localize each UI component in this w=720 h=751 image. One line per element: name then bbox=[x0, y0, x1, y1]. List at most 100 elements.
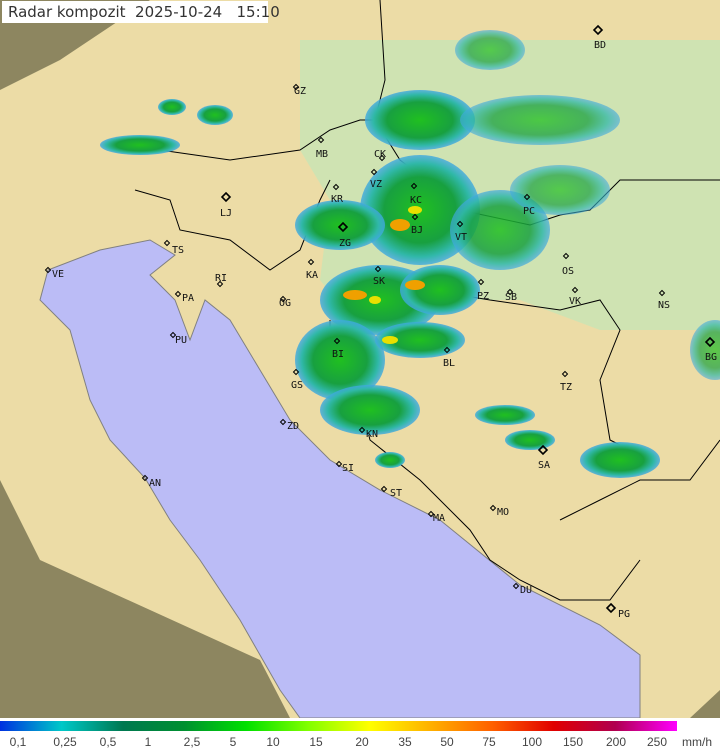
city-marker-icon bbox=[605, 602, 617, 614]
city-marker-icon bbox=[378, 154, 386, 162]
city-marker-icon bbox=[427, 510, 435, 518]
city-label: KC bbox=[410, 195, 422, 206]
city-marker-icon bbox=[141, 474, 149, 482]
city-mb: MB bbox=[316, 136, 328, 160]
map-title: Radar kompozit 2025-10-24 15:10 bbox=[2, 1, 280, 23]
city-marker-icon bbox=[537, 444, 549, 456]
city-label: CK bbox=[374, 149, 386, 160]
precipitation-echoes bbox=[100, 30, 720, 478]
city-pu: PU bbox=[169, 331, 187, 346]
legend-label: 5 bbox=[229, 735, 237, 749]
city-label: GS bbox=[291, 380, 303, 391]
city-ka: KA bbox=[306, 258, 318, 281]
city-label: LJ bbox=[220, 208, 232, 219]
city-marker-icon bbox=[307, 258, 315, 266]
city-vt: VT bbox=[455, 220, 467, 243]
city-ve: VE bbox=[44, 266, 64, 280]
city-marker-icon bbox=[704, 336, 716, 348]
city-label: AN bbox=[149, 478, 161, 489]
city-label: MO bbox=[497, 507, 509, 518]
city-marker-icon bbox=[374, 265, 382, 273]
city-ck: CK bbox=[374, 149, 386, 162]
city-label: KN bbox=[366, 429, 378, 440]
city-markers: BD GZ MB CK VZ KR KC LJ ZG BJ VT PC TS VE SK KA OS RI PA OG… bbox=[44, 24, 717, 620]
city-og: OG bbox=[279, 295, 291, 309]
city-bl: BL bbox=[443, 346, 455, 369]
city-sa: SA bbox=[537, 444, 550, 471]
city-marker-icon bbox=[333, 337, 341, 345]
city-label: PZ bbox=[477, 291, 489, 302]
city-label: ZG bbox=[339, 238, 351, 249]
city-kn: KN bbox=[358, 426, 378, 440]
city-os: OS bbox=[562, 252, 574, 277]
city-label: ST bbox=[390, 488, 402, 499]
legend-label: 2,5 bbox=[183, 735, 201, 749]
city-ts: TS bbox=[163, 239, 184, 256]
city-marker-icon bbox=[561, 370, 569, 378]
city-marker-icon bbox=[380, 485, 388, 493]
city-marker-icon bbox=[370, 168, 378, 176]
city-marker-icon bbox=[562, 252, 570, 260]
city-marker-icon bbox=[411, 213, 419, 221]
city-label: OS bbox=[562, 266, 574, 277]
legend-label: 50 bbox=[440, 735, 454, 749]
city-label: DU bbox=[520, 585, 532, 596]
city-ns: NS bbox=[658, 289, 670, 311]
city-marker-icon bbox=[477, 278, 485, 286]
city-label: PU bbox=[175, 335, 187, 346]
legend-label: 0,25 bbox=[53, 735, 77, 749]
legend-label: 15 bbox=[309, 735, 323, 749]
city-marker-icon bbox=[332, 183, 340, 191]
city-label: NS bbox=[658, 300, 670, 311]
legend-label: 100 bbox=[521, 735, 543, 749]
city-zd: ZD bbox=[279, 418, 299, 432]
city-marker-icon bbox=[169, 331, 177, 339]
city-label: BD bbox=[594, 40, 606, 51]
legend-label: 150 bbox=[562, 735, 584, 749]
city-st: ST bbox=[380, 485, 402, 499]
city-label: BI bbox=[332, 349, 344, 360]
city-gz: GZ bbox=[292, 83, 306, 97]
city-marker-icon bbox=[279, 418, 287, 426]
city-marker-icon bbox=[163, 239, 171, 247]
city-zg: ZG bbox=[337, 221, 351, 249]
city-label: VE bbox=[52, 269, 64, 280]
legend-label: 35 bbox=[398, 735, 412, 749]
city-marker-icon bbox=[512, 582, 520, 590]
city-label: SB bbox=[505, 292, 517, 303]
city-sk: SK bbox=[373, 265, 385, 287]
city-si: SI bbox=[335, 460, 354, 474]
city-pa: PA bbox=[174, 290, 194, 304]
city-pz: PZ bbox=[477, 278, 489, 302]
legend-unit: mm/h bbox=[682, 735, 712, 749]
city-label: PC bbox=[523, 206, 535, 217]
city-label: BJ bbox=[411, 225, 423, 236]
city-lj: LJ bbox=[220, 191, 232, 219]
city-label: PA bbox=[182, 293, 194, 304]
city-bd: BD bbox=[592, 24, 606, 51]
city-marker-icon bbox=[358, 426, 366, 434]
city-du: DU bbox=[512, 582, 532, 596]
city-marker-icon bbox=[220, 191, 232, 203]
city-ri: RI bbox=[215, 273, 227, 288]
legend-label: 200 bbox=[605, 735, 627, 749]
city-label: MB bbox=[316, 149, 328, 160]
city-pc: PC bbox=[523, 193, 535, 217]
city-marker-icon bbox=[44, 266, 52, 274]
legend-label: 0,5 bbox=[99, 735, 117, 749]
city-label: SK bbox=[373, 276, 385, 287]
city-marker-icon bbox=[337, 221, 349, 233]
radar-map: BD GZ MB CK VZ KR KC LJ ZG BJ VT PC TS VE SK KA OS RI PA OG… bbox=[0, 0, 720, 718]
city-label: BG bbox=[705, 352, 717, 363]
city-marker-icon bbox=[279, 295, 287, 303]
city-label: RI bbox=[215, 273, 227, 284]
city-label: VK bbox=[569, 296, 581, 307]
city-marker-icon bbox=[292, 83, 300, 91]
legend-label: 20 bbox=[355, 735, 369, 749]
city-label: BL bbox=[443, 358, 455, 369]
city-label: MA bbox=[433, 513, 445, 524]
city-label: OG bbox=[279, 298, 291, 309]
city-label: TZ bbox=[560, 382, 572, 393]
city-label: ZD bbox=[287, 421, 299, 432]
city-tz: TZ bbox=[560, 370, 572, 393]
